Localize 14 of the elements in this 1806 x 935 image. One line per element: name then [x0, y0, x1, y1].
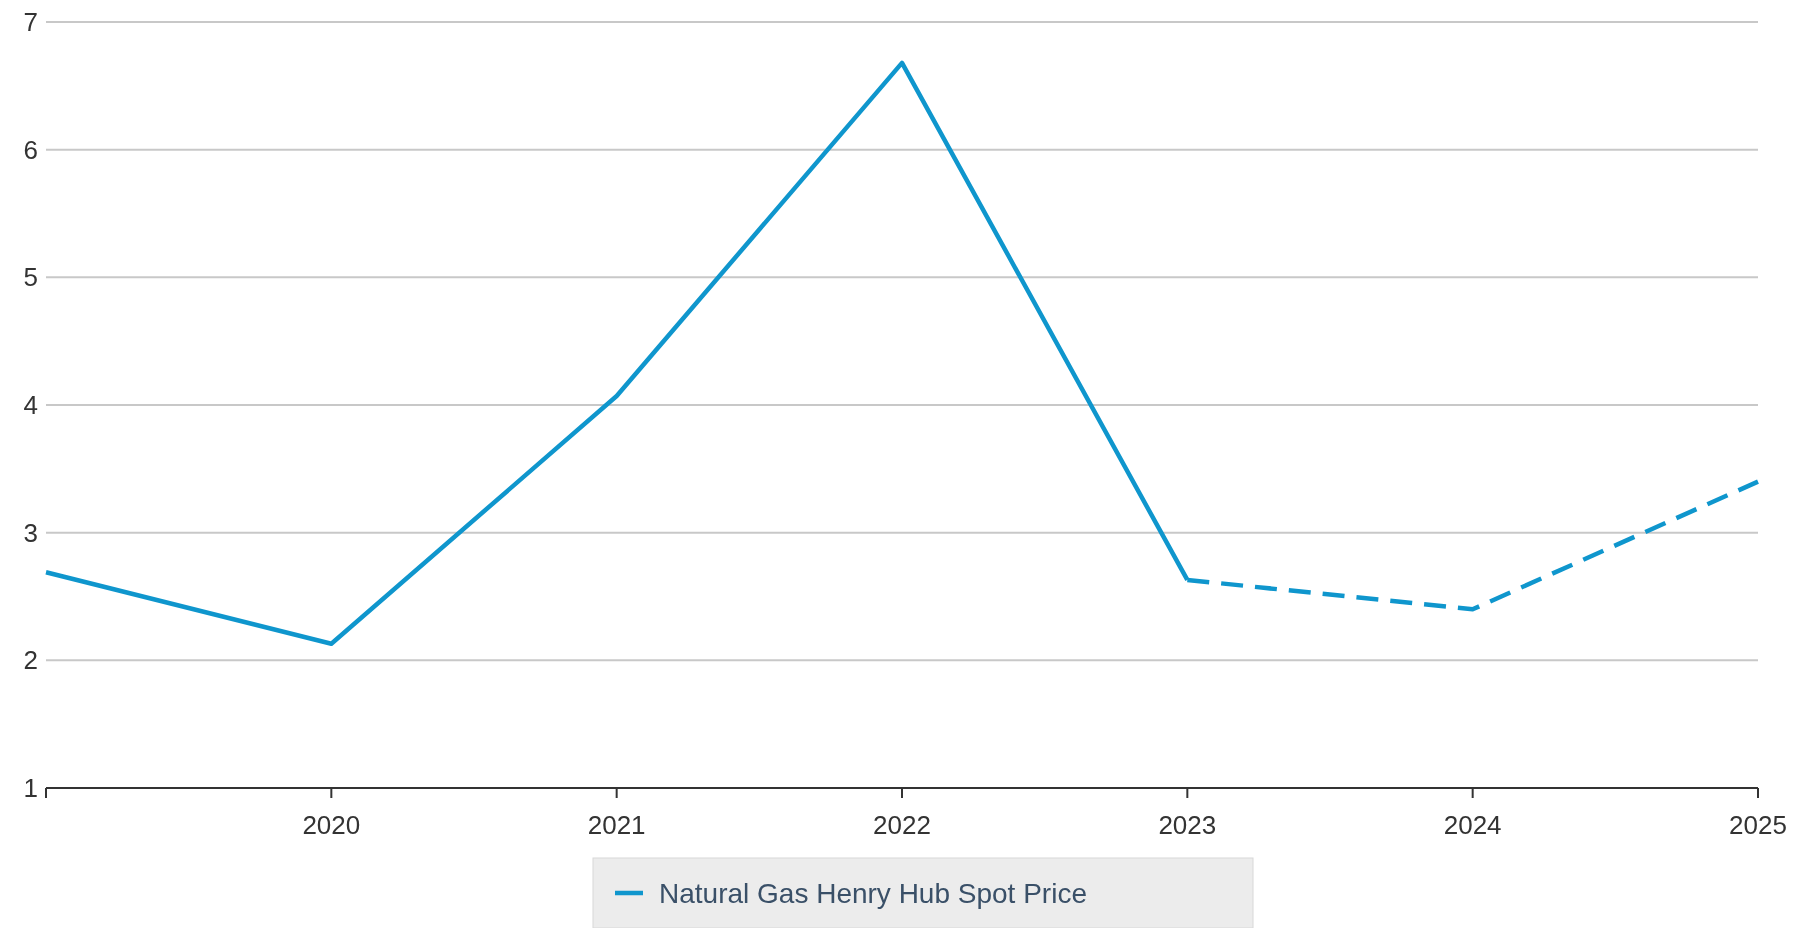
x-tick-label: 2021: [587, 810, 646, 840]
x-tick-label: 2022: [873, 810, 931, 840]
y-tick-label: 7: [23, 7, 38, 37]
legend-label: Natural Gas Henry Hub Spot Price: [659, 878, 1087, 909]
x-tick-label: 2020: [302, 810, 361, 840]
y-tick-label: 2: [23, 645, 38, 676]
y-tick-label: 1: [23, 773, 38, 803]
x-tick-label: 2024: [1443, 810, 1502, 840]
y-tick-label: 4: [23, 390, 38, 420]
y-tick-label: 3: [23, 517, 38, 548]
y-tick-label: 5: [23, 262, 38, 293]
x-tick-label: 2023: [1158, 810, 1217, 840]
y-tick-label: 6: [23, 134, 38, 165]
x-tick-label: 2025: [1729, 810, 1787, 840]
